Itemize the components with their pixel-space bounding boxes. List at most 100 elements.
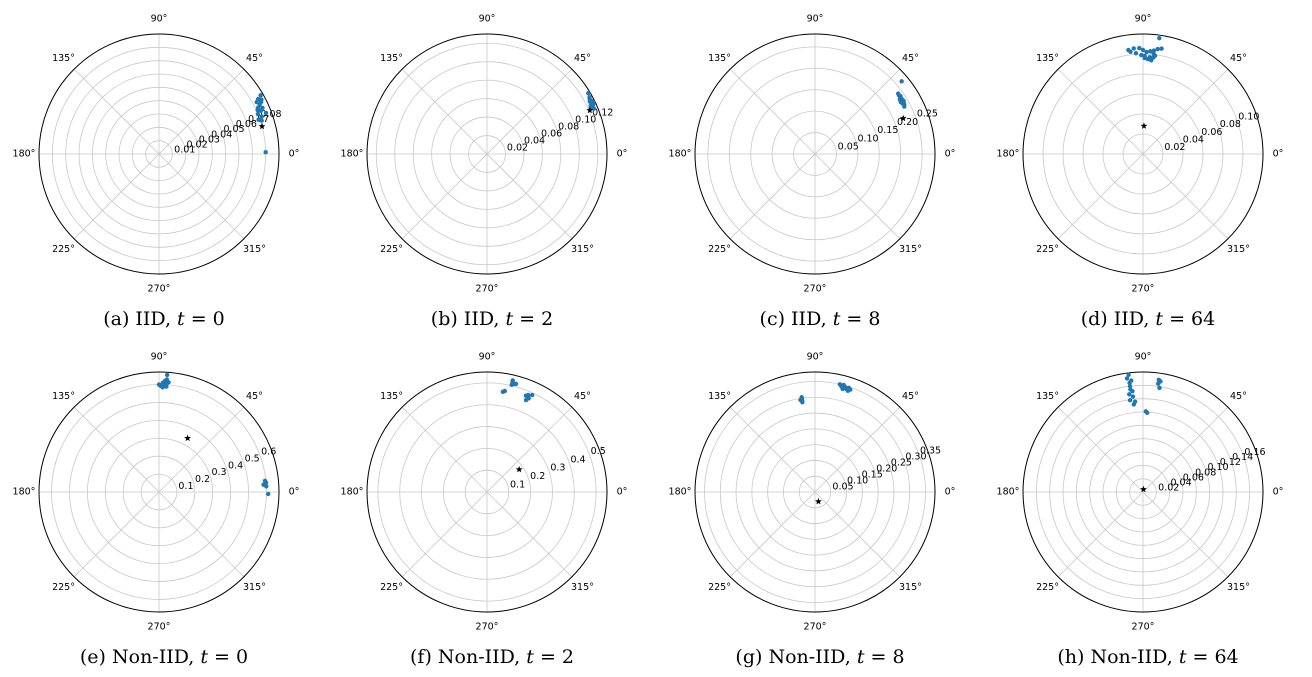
angle-tick-label: 315°: [899, 244, 922, 255]
angular-gridline: [1057, 68, 1144, 155]
data-point: [523, 397, 529, 403]
angle-tick-label: 90°: [1135, 14, 1152, 25]
angle-tick-label: 135°: [1036, 53, 1059, 64]
polar-chart: 0° 45° 90° 135° 180° 225° 270° 315° 0.10.20.30.4…: [13, 352, 300, 633]
radial-tick-label: 0.20: [897, 117, 918, 128]
caption-prefix: (h) Non-IID,: [1057, 646, 1179, 668]
angular-gridline: [1142, 406, 1229, 493]
angular-gridline: [401, 491, 488, 578]
angular-gridline: [401, 153, 488, 240]
radial-tick-label: 0.20: [876, 464, 897, 475]
data-point: [1130, 394, 1136, 399]
radial-tick-label: 0.05: [838, 142, 859, 153]
data-point: [260, 105, 265, 111]
caption-rest: = 2: [533, 646, 574, 668]
angular-gridline: [814, 153, 901, 240]
angular-gridline: [814, 406, 901, 493]
panel-e: 0° 45° 90° 135° 180° 225° 270° 315° 0.1 0.2 0.3 0.4…: [0, 338, 328, 676]
angle-tick-label: 225°: [52, 244, 75, 255]
radial-tick-label: 0.12: [592, 107, 613, 118]
data-point: [1130, 389, 1135, 394]
star-marker: [515, 465, 523, 473]
angle-tick-label: 45°: [902, 53, 919, 64]
angle-tick-label: 180°: [669, 149, 692, 160]
radial-tick-label: 0.4: [570, 454, 585, 465]
radial-tick-label: 0.04: [524, 136, 545, 147]
caption-prefix: (g) Non-IID,: [735, 646, 857, 668]
angle-tick-label: 180°: [341, 487, 364, 498]
angle-tick-label: 180°: [13, 487, 36, 498]
data-point: [840, 386, 845, 392]
radial-tick-label: 0.08: [260, 109, 281, 120]
angular-gridline: [158, 153, 245, 240]
data-point: [259, 114, 264, 119]
panel-caption: (e) Non-IID, t = 0: [0, 646, 328, 668]
panel-b: 0° 45° 90° 135° 180° 225° 270° 315° 0.02 0.04 0.06…: [328, 0, 656, 338]
data-point: [1159, 46, 1164, 51]
angle-tick-label: 315°: [243, 582, 266, 593]
angle-tick-label: 270°: [1132, 622, 1155, 633]
caption-rest: = 8: [840, 308, 881, 330]
radial-tick-label: 0.10: [575, 114, 596, 125]
angular-gridline: [401, 68, 488, 155]
star-marker: [815, 497, 822, 505]
angle-tick-label: 0°: [617, 487, 628, 498]
angle-tick-label: 45°: [902, 391, 919, 402]
radial-tick-label: 0.08: [558, 121, 579, 132]
radial-tick-label: 0.04: [1183, 134, 1204, 145]
angle-tick-label: 135°: [380, 53, 403, 64]
angular-gridline: [729, 153, 816, 240]
radial-tick-label: 0.16: [1244, 447, 1265, 458]
caption-rest: = 64: [1163, 308, 1216, 330]
data-point: [1127, 392, 1132, 397]
data-point: [259, 118, 264, 123]
angular-gridline: [1057, 491, 1144, 578]
angle-tick-label: 315°: [571, 244, 594, 255]
panel-caption: (f) Non-IID, t = 2: [328, 646, 656, 668]
polar-frame: [1022, 33, 1264, 275]
data-point: [255, 107, 260, 113]
angle-tick-label: 270°: [476, 284, 499, 295]
angular-gridline: [729, 68, 816, 155]
polar-chart: 0° 45° 90° 135° 180° 225° 270° 315° 0.050.100.15…: [669, 352, 956, 633]
polar-chart: 0° 45° 90° 135° 180° 225° 270° 315° 0.020.040.06…: [341, 14, 628, 295]
caption-variable: t: [856, 646, 865, 668]
angle-tick-label: 270°: [804, 622, 827, 633]
data-point: [1127, 380, 1132, 386]
angle-tick-label: 225°: [708, 582, 731, 593]
panel-caption: (d) IID, t = 64: [984, 308, 1312, 330]
polar-frame: [1022, 371, 1264, 613]
data-point: [1124, 376, 1130, 381]
data-point: [500, 389, 506, 394]
angle-tick-label: 90°: [1135, 352, 1152, 363]
angle-tick-label: 270°: [148, 284, 171, 295]
angular-gridline: [729, 406, 816, 493]
radial-tick-label: 0.02: [186, 140, 207, 151]
angle-tick-label: 180°: [997, 149, 1020, 160]
radial-tick-label: 0.3: [550, 463, 565, 474]
data-point: [166, 380, 171, 385]
radial-tick-label: 0.06: [1183, 472, 1204, 483]
angle-tick-label: 45°: [246, 53, 263, 64]
polar-frame: [38, 33, 280, 275]
angle-tick-label: 270°: [1132, 284, 1155, 295]
polar-frame: [38, 371, 280, 613]
caption-prefix: (f) Non-IID,: [410, 646, 527, 668]
data-point: [1144, 49, 1149, 55]
panel-c: 0° 45° 90° 135° 180° 225° 270° 315° 0.05 0.10 0.15…: [656, 0, 984, 338]
panel-h: 0° 45° 90° 135° 180° 225° 270° 315° 0.02 0.04 0.06…: [984, 338, 1312, 676]
polar-frame: [366, 33, 608, 275]
angle-tick-label: 90°: [479, 14, 496, 25]
radial-tick-label: 0.04: [211, 129, 232, 140]
radial-tick-label: 0.05: [832, 482, 853, 493]
radial-tick-label: 0.3: [211, 467, 226, 478]
angle-tick-label: 315°: [571, 582, 594, 593]
angle-tick-label: 90°: [151, 14, 168, 25]
panel-caption: (c) IID, t = 8: [656, 308, 984, 330]
data-point: [1139, 52, 1144, 58]
data-point: [1140, 47, 1146, 53]
data-point: [1127, 383, 1133, 389]
radial-tick-label: 0.06: [1201, 127, 1222, 138]
radial-tick-label: 0.4: [228, 460, 243, 471]
